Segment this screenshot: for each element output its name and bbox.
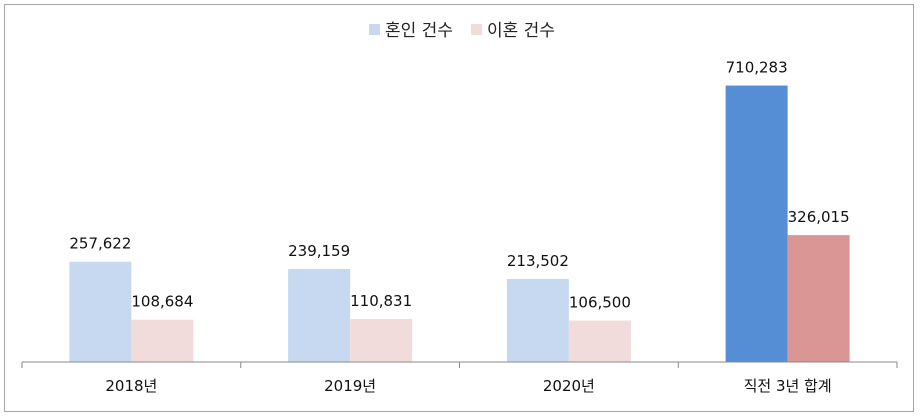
x-tick-label: 2020년 [543,377,595,395]
bar-marriage [288,268,351,362]
legend-label-divorce: 이혼 건수 [487,21,555,41]
bar-marriage [725,85,788,362]
data-label: 213,502 [507,252,569,270]
data-label: 257,622 [69,235,131,253]
x-axis: 2018년 2019년 2020년 직전 3년 합계 [21,361,898,395]
data-label: 710,283 [726,59,788,77]
plot-area: 257,622 108,684 239,159 110,831 213,502 106,5… [69,59,850,362]
x-tick-label: 2019년 [324,377,376,395]
bar-divorce [131,319,194,362]
legend-swatch-divorce [471,24,482,35]
data-label: 106,500 [569,294,631,312]
x-tick-label: 직전 3년 합계 [744,377,832,395]
x-tick-label: 2018년 [105,377,157,395]
data-label: 110,831 [350,292,412,310]
bar-divorce [350,318,413,362]
data-label: 326,015 [788,208,850,226]
legend-label-marriage: 혼인 건수 [385,21,453,41]
legend-swatch-marriage [369,24,380,35]
bar-marriage [69,261,132,362]
bar-divorce [787,235,850,362]
bar-divorce [568,320,631,362]
legend: 혼인 건수 이혼 건수 [369,21,555,41]
data-label: 239,159 [288,242,350,260]
bar-marriage [506,278,569,362]
data-label: 108,684 [131,293,193,311]
